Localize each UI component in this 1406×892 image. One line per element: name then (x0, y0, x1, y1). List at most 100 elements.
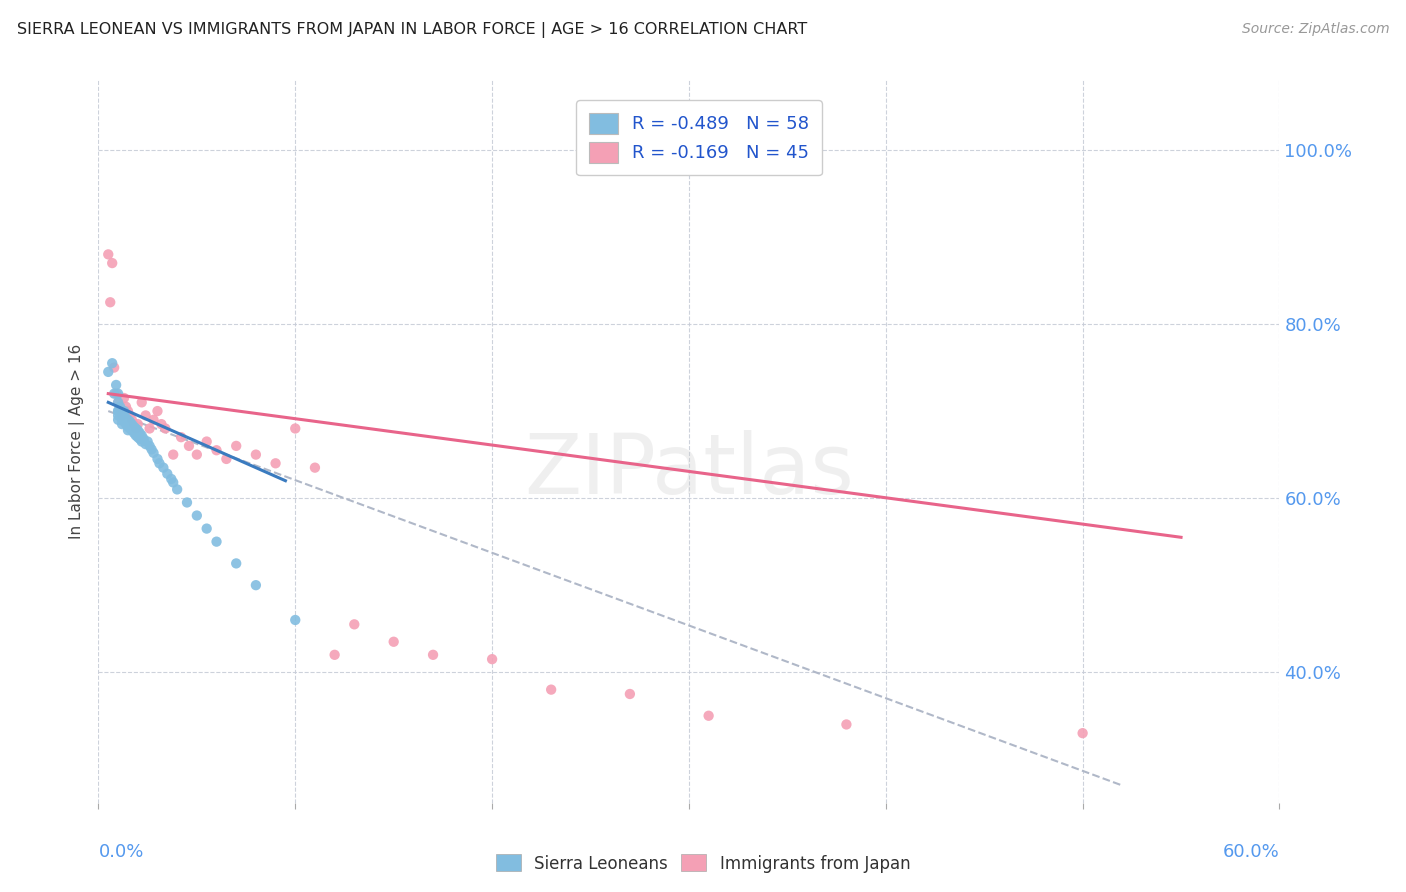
Point (97, 247, 120, 261)
Point (125, 421, 148, 435)
Point (112, 415, 135, 429)
Text: Source: ZipAtlas.com: Source: ZipAtlas.com (1241, 22, 1389, 37)
Point (111, 417, 134, 431)
Point (131, 395, 153, 409)
Point (127, 417, 149, 431)
Point (225, 439, 247, 453)
Point (215, 452, 238, 467)
Point (128, 425, 150, 440)
Point (98, 295, 121, 310)
Point (146, 404, 169, 418)
Point (540, 682, 562, 697)
Point (118, 421, 141, 435)
Point (284, 421, 307, 435)
Point (162, 448, 184, 462)
Legend: R = -0.489   N = 58, R = -0.169   N = 45: R = -0.489 N = 58, R = -0.169 N = 45 (576, 100, 821, 175)
Point (118, 415, 141, 429)
Point (1071, 726, 1094, 740)
Point (160, 472, 183, 486)
Point (107, 395, 129, 409)
Point (150, 417, 173, 431)
Point (245, 448, 267, 462)
Point (111, 409, 134, 423)
Point (107, 386, 129, 401)
Point (121, 423, 143, 437)
Point (142, 413, 165, 427)
Point (343, 617, 366, 632)
Point (132, 432, 155, 446)
Point (205, 534, 228, 549)
Point (382, 634, 405, 648)
Point (141, 442, 163, 457)
Point (135, 409, 157, 423)
Text: ZIPatlas: ZIPatlas (524, 430, 853, 511)
Point (117, 423, 139, 437)
Point (117, 419, 139, 434)
Point (121, 413, 143, 427)
Point (105, 378, 128, 392)
Point (122, 417, 145, 431)
Point (264, 456, 287, 470)
Point (186, 448, 208, 462)
Text: 60.0%: 60.0% (1223, 843, 1279, 861)
Point (107, 395, 129, 409)
Point (422, 648, 444, 662)
Point (111, 409, 134, 423)
Point (225, 557, 247, 571)
Point (107, 409, 129, 423)
Point (245, 578, 267, 592)
Point (195, 434, 218, 449)
Point (108, 404, 131, 418)
Point (122, 419, 145, 434)
Point (115, 417, 138, 431)
Point (108, 400, 131, 414)
Point (142, 446, 165, 460)
Point (97, 365, 120, 379)
Point (107, 413, 129, 427)
Point (162, 475, 184, 490)
Point (323, 648, 346, 662)
Point (170, 430, 193, 444)
Point (127, 430, 149, 444)
Point (112, 409, 135, 423)
Point (135, 437, 157, 451)
Point (127, 423, 149, 437)
Point (156, 467, 179, 481)
Point (101, 256, 124, 270)
Point (121, 417, 143, 431)
Text: 0.0%: 0.0% (98, 843, 143, 861)
Point (619, 687, 641, 701)
Point (115, 411, 138, 425)
Point (148, 456, 170, 470)
Point (152, 460, 174, 475)
Point (166, 483, 188, 497)
Point (118, 409, 141, 423)
Point (107, 404, 129, 418)
Point (284, 613, 307, 627)
Point (138, 421, 160, 435)
Point (117, 417, 139, 431)
Point (195, 522, 218, 536)
Point (177, 439, 200, 453)
Point (117, 404, 139, 418)
Point (138, 439, 160, 453)
Point (117, 413, 139, 427)
Legend: Sierra Leoneans, Immigrants from Japan: Sierra Leoneans, Immigrants from Japan (489, 847, 917, 880)
Point (176, 495, 198, 509)
Point (131, 428, 153, 442)
Point (835, 717, 858, 731)
Point (136, 434, 159, 449)
Point (112, 404, 135, 418)
Point (108, 404, 131, 418)
Point (481, 652, 503, 666)
Point (205, 443, 228, 458)
Point (107, 404, 129, 418)
Y-axis label: In Labor Force | Age > 16: In Labor Force | Age > 16 (69, 344, 86, 539)
Point (105, 386, 128, 401)
Point (103, 360, 125, 375)
Point (697, 708, 720, 723)
Point (122, 425, 145, 440)
Point (125, 428, 148, 442)
Point (125, 421, 148, 435)
Point (115, 400, 138, 414)
